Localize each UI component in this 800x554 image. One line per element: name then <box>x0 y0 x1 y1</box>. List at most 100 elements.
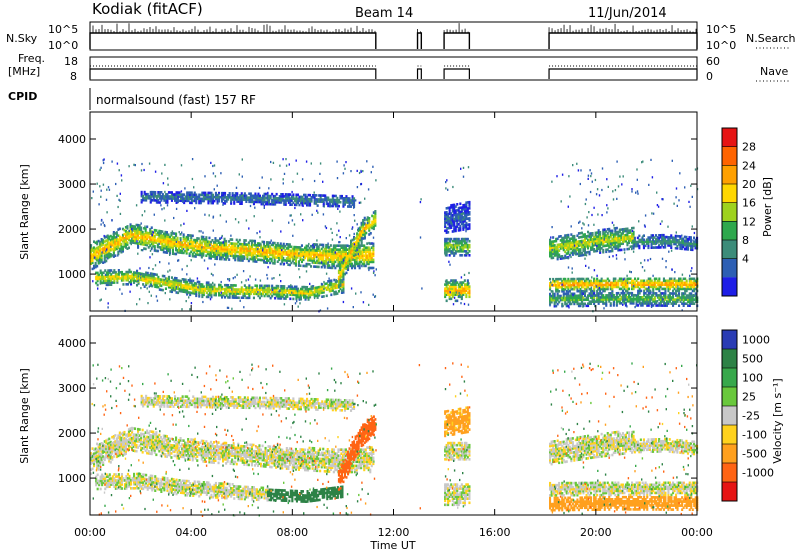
heatmap-cell <box>106 250 109 254</box>
heatmap-cell <box>325 262 328 265</box>
freq-label-line1: Freq. <box>18 52 45 65</box>
heatmap-cell <box>256 246 259 249</box>
heatmap-cell <box>343 262 346 266</box>
heatmap-cell <box>185 252 188 255</box>
heatmap-cell <box>124 232 127 235</box>
heatmap-cell <box>270 251 273 255</box>
heatmap-cell <box>202 291 205 295</box>
heatmap-cell <box>444 283 447 286</box>
heatmap-cell <box>156 233 159 237</box>
heatmap-cell <box>369 266 372 270</box>
heatmap-cell <box>213 195 216 199</box>
heatmap-cell <box>444 239 447 243</box>
heatmap-cell <box>127 236 130 239</box>
heatmap-cell <box>99 253 102 256</box>
heatmap-cell <box>199 287 202 290</box>
heatmap-cell <box>199 251 202 255</box>
freq-trace-segment <box>89 68 377 79</box>
heatmap-cell <box>245 288 248 291</box>
heatmap-cell <box>124 234 127 237</box>
heatmap-cell <box>112 237 115 240</box>
heatmap-cell <box>174 276 177 280</box>
heatmap-cell <box>104 277 107 281</box>
heatmap-cell <box>280 289 283 292</box>
heatmap-cell <box>172 288 175 292</box>
heatmap-cell <box>97 256 100 259</box>
heatmap-cell <box>120 242 123 246</box>
heatmap-cell <box>191 244 194 248</box>
heatmap-cell <box>319 198 322 201</box>
heatmap-cell <box>197 237 200 240</box>
heatmap-cell <box>238 238 241 242</box>
heatmap-cell <box>444 241 447 245</box>
heatmap-cell <box>190 281 193 285</box>
heatmap-cell <box>460 281 463 284</box>
heatmap-cell <box>337 277 340 281</box>
heatmap-cell <box>108 277 111 280</box>
heatmap-cell <box>173 236 176 239</box>
heatmap-cell <box>549 242 552 246</box>
heatmap-cell <box>304 252 307 256</box>
heatmap-cell <box>243 239 246 242</box>
heatmap-cell <box>322 251 325 255</box>
heatmap-cell <box>447 281 450 284</box>
heatmap-cell <box>331 287 334 290</box>
heatmap-cell <box>372 254 375 258</box>
heatmap-cell <box>175 283 178 286</box>
heatmap-cell <box>126 243 129 246</box>
heatmap-cell <box>129 239 132 243</box>
heatmap-cell <box>206 246 209 250</box>
heatmap-cell <box>240 202 243 205</box>
heatmap-cell <box>168 245 171 249</box>
heatmap-cell <box>228 244 231 247</box>
heatmap-cell <box>628 287 631 291</box>
heatmap-cell <box>294 254 297 257</box>
heatmap-cell <box>302 258 305 262</box>
heatmap-cell <box>327 204 330 208</box>
heatmap-cell <box>463 283 466 286</box>
heatmap-cell <box>360 225 363 229</box>
heatmap-cell <box>133 279 136 282</box>
heatmap-cell <box>216 201 219 205</box>
heatmap-cell <box>329 250 332 253</box>
heatmap-cell <box>457 212 460 216</box>
heatmap-cell <box>199 193 202 197</box>
heatmap-cell <box>258 242 261 245</box>
heatmap-cell <box>284 193 287 196</box>
heatmap-cell <box>194 255 197 258</box>
heatmap-cell <box>120 273 123 276</box>
heatmap-cell <box>237 198 240 201</box>
heatmap-cell <box>453 225 456 229</box>
heatmap-cell <box>189 197 192 201</box>
heatmap-cell <box>142 283 145 286</box>
heatmap-cell <box>260 284 263 288</box>
heatmap-cell <box>261 240 264 244</box>
heatmap-cell <box>197 243 200 246</box>
heatmap-cell <box>327 286 330 289</box>
heatmap-cell <box>371 214 374 218</box>
heatmap-cell <box>231 196 234 199</box>
heatmap-cell <box>124 242 127 245</box>
heatmap-cell <box>275 294 278 298</box>
heatmap-cell <box>337 258 340 262</box>
heatmap-cell <box>304 199 307 203</box>
heatmap-cell <box>328 289 331 293</box>
heatmap-cell <box>360 256 363 260</box>
heatmap-cell <box>633 236 636 240</box>
heatmap-cell <box>463 219 466 223</box>
heatmap-cell <box>358 264 361 268</box>
heatmap-cell <box>222 255 225 259</box>
heatmap-cell <box>127 246 130 250</box>
heatmap-cell <box>269 249 272 253</box>
heatmap-cell <box>267 247 270 250</box>
heatmap-cell <box>107 277 110 280</box>
heatmap-cell <box>312 194 315 197</box>
heatmap-cell <box>177 197 180 200</box>
heatmap-cell <box>463 241 466 245</box>
heatmap-cell <box>231 292 234 295</box>
heatmap-cell <box>271 192 274 196</box>
heatmap-cell <box>118 243 121 247</box>
heatmap-cell <box>168 235 171 239</box>
heatmap-cell <box>250 255 253 259</box>
heatmap-cell <box>323 260 326 263</box>
